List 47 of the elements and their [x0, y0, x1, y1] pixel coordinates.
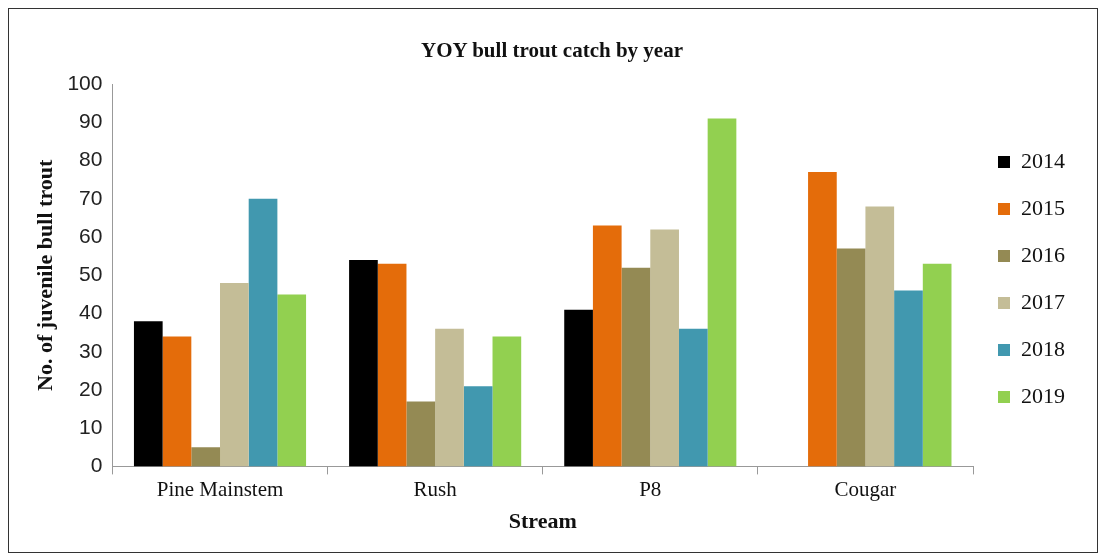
x-tick-label: Rush [413, 476, 458, 501]
bar [435, 328, 464, 467]
bar [492, 336, 522, 467]
bar [162, 336, 192, 467]
legend-label: 2017 [1021, 288, 1065, 314]
y-axis-title: No. of juvenile bull trout [31, 159, 57, 391]
y-tick-label: 30 [79, 338, 103, 362]
y-tick-label: 20 [79, 376, 103, 400]
bar [349, 260, 378, 467]
y-tick-label: 60 [79, 223, 103, 247]
bar [564, 309, 593, 467]
bar [277, 294, 307, 467]
legend-label: 2019 [1021, 382, 1065, 408]
bar [133, 321, 163, 467]
chart-title: YOY bull trout catch by year [421, 38, 683, 63]
bar [220, 282, 249, 467]
legend-label: 2018 [1021, 335, 1065, 361]
legend-label: 2016 [1021, 241, 1065, 267]
bar [463, 386, 493, 467]
y-tick-label: 70 [79, 185, 103, 209]
y-tick-label: 50 [79, 262, 103, 286]
bar [894, 290, 923, 467]
bar [678, 328, 708, 467]
bar [836, 248, 866, 467]
bar [650, 229, 679, 467]
bar [406, 401, 436, 467]
bar [707, 118, 737, 467]
bar [621, 267, 651, 467]
bar [865, 206, 895, 467]
legend-label: 2014 [1021, 147, 1065, 173]
bar [592, 225, 622, 467]
y-tick-label: 80 [79, 147, 103, 171]
y-tick-label: 10 [79, 414, 103, 438]
y-tick-label: 0 [90, 453, 103, 477]
x-tick-label: Pine Mainstem [156, 476, 284, 501]
bar [248, 198, 278, 467]
y-tick-label: 100 [67, 71, 103, 94]
legend-label: 2015 [1021, 194, 1065, 220]
y-tick-label: 90 [79, 109, 103, 133]
bar [191, 447, 221, 467]
bar [922, 263, 952, 467]
bar [377, 263, 407, 467]
x-tick-label: Cougar [834, 476, 897, 501]
x-axis-title: Stream [508, 508, 577, 534]
bar [808, 172, 837, 467]
y-tick-label: 40 [79, 300, 103, 324]
x-tick-label: P8 [639, 476, 662, 501]
